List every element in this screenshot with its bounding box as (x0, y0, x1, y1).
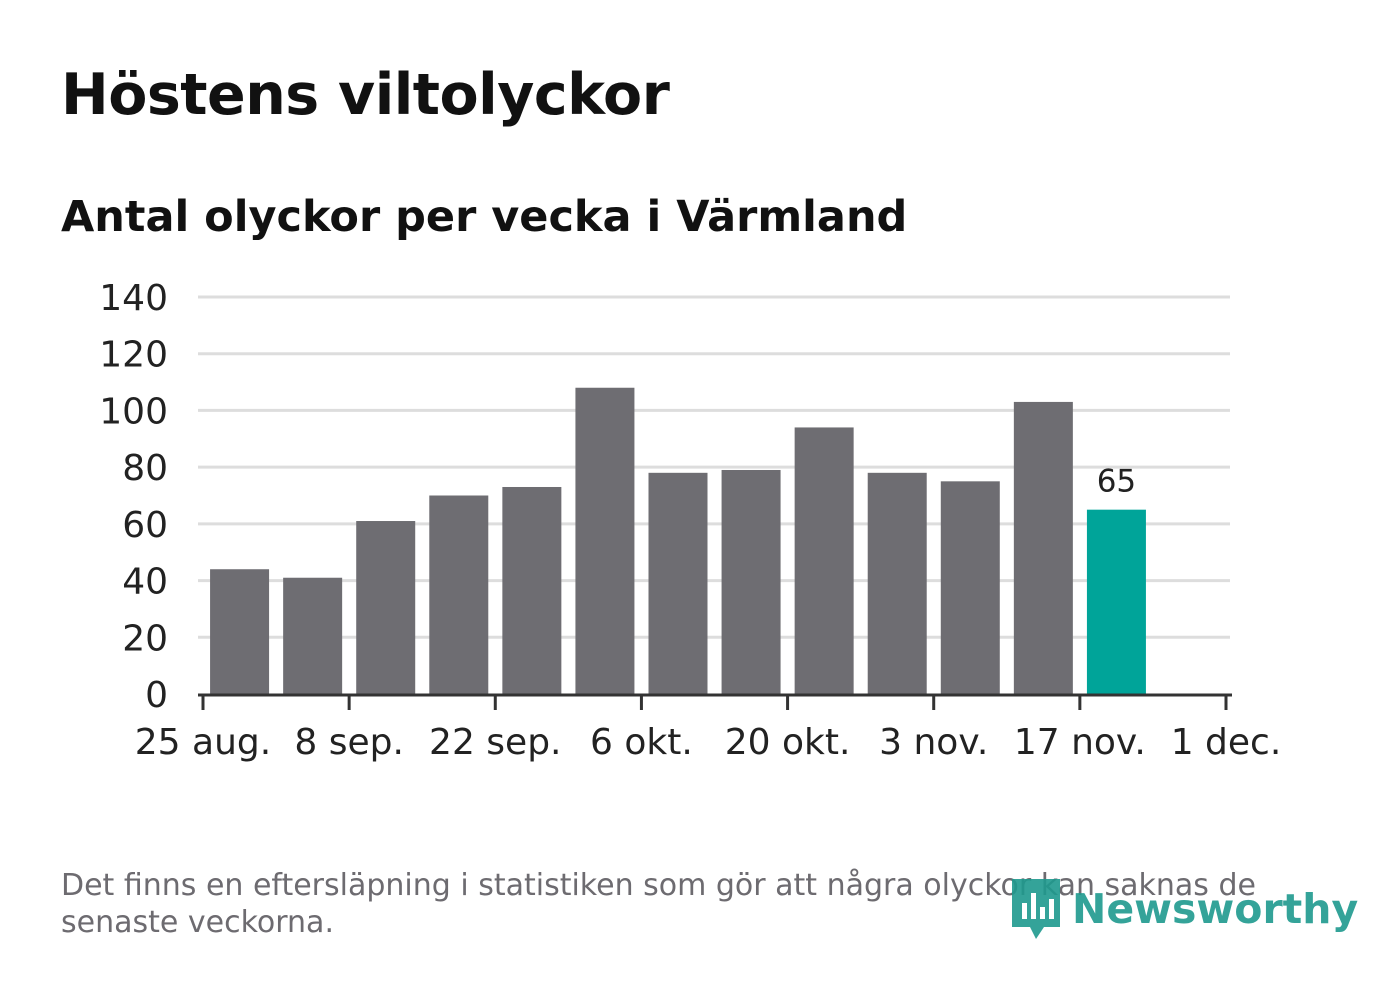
newsworthy-logo: Newsworthy (1010, 876, 1358, 942)
bar-4 (502, 486, 562, 694)
x-tick-label-2: 22 sep. (429, 722, 561, 763)
bar-9 (867, 472, 927, 694)
y-tick-label-80: 80 (122, 448, 168, 489)
y-tick-label-100: 100 (99, 391, 168, 432)
x-tick-label-0: 25 aug. (135, 722, 271, 763)
x-tick-label-4: 20 okt. (725, 722, 851, 763)
newsworthy-logo-icon (1012, 879, 1060, 939)
x-tick-label-7: 1 dec. (1171, 722, 1282, 763)
newsworthy-logo-text: Newsworthy (1072, 885, 1359, 933)
bar-1 (283, 577, 343, 694)
y-tick-label-120: 120 (99, 335, 168, 376)
bar-data-label: 65 (1097, 464, 1136, 500)
bar-8 (794, 427, 854, 694)
bar-11 (1013, 401, 1073, 694)
bar-5 (575, 387, 635, 694)
y-tick-label-0: 0 (145, 675, 168, 716)
y-tick-label-40: 40 (122, 562, 168, 603)
bar-chart: 0 20 40 60 80 100 120 140 65 25 aug. 8 sep. 22 sep.… (99, 278, 1282, 763)
bar-12 (1086, 509, 1146, 694)
bar-7 (721, 469, 781, 694)
chart-title: Höstens viltolyckor (61, 62, 670, 128)
x-tick-label-3: 6 okt. (590, 722, 693, 763)
x-tick-label-5: 3 nov. (879, 722, 988, 763)
x-tick-label-1: 8 sep. (294, 722, 404, 763)
chart-subtitle: Antal olyckor per vecka i Värmland (61, 192, 908, 242)
x-tick-label-6: 17 nov. (1014, 722, 1146, 763)
y-tick-label-60: 60 (122, 505, 168, 546)
y-tick-label-20: 20 (122, 618, 168, 659)
bar-3 (429, 495, 489, 694)
y-tick-label-140: 140 (99, 278, 168, 319)
bar-6 (648, 472, 708, 694)
bar-0 (210, 569, 270, 694)
bar-2 (356, 521, 416, 694)
bar-10 (940, 481, 1000, 694)
